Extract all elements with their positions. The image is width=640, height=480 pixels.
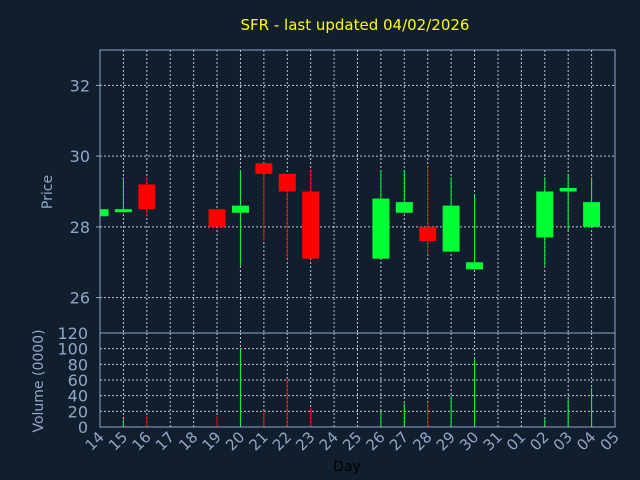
x-axis-label: Day <box>333 459 361 475</box>
price-tick-label: 26 <box>70 289 90 308</box>
candle-body <box>302 191 320 259</box>
candle-body <box>419 226 437 242</box>
x-tick-label: 25 <box>339 428 365 454</box>
price-tick-label: 28 <box>70 218 90 237</box>
candle-body <box>536 191 554 238</box>
x-axis-tick-labels: 1415161718192021222324252627282930310102… <box>82 428 623 454</box>
x-tick-label: 04 <box>573 428 599 454</box>
volume-tick-label: 60 <box>68 371 88 390</box>
candle-body <box>372 198 390 259</box>
x-tick-label: 02 <box>526 428 552 454</box>
volume-tick-label: 120 <box>57 324 88 343</box>
volume-tick-label: 80 <box>68 355 88 374</box>
volume-grid <box>99 333 616 427</box>
candle-body <box>114 209 132 213</box>
x-tick-label: 29 <box>433 428 459 454</box>
x-tick-label: 21 <box>245 428 271 454</box>
candle-body <box>442 205 460 252</box>
x-tick-label: 24 <box>316 428 342 454</box>
x-tick-label: 28 <box>409 428 435 454</box>
x-tick-label: 30 <box>456 428 482 454</box>
candle-body <box>395 202 413 213</box>
candle-body <box>278 173 296 192</box>
candlestick-series <box>99 163 601 270</box>
price-tick-label: 30 <box>70 147 90 166</box>
volume-tick-label: 20 <box>68 402 88 421</box>
volume-axis-label: Volume (0000) <box>31 329 47 432</box>
x-tick-label: 20 <box>222 428 248 454</box>
x-tick-label: 03 <box>550 428 576 454</box>
x-tick-label: 15 <box>105 428 131 454</box>
chart-title: SFR - last updated 04/02/2026 <box>241 16 470 34</box>
x-tick-label: 17 <box>152 428 178 454</box>
x-tick-label: 05 <box>597 428 623 454</box>
price-axis-label: Price <box>40 175 56 209</box>
volume-bar-series <box>122 348 593 427</box>
x-tick-label: 27 <box>386 428 412 454</box>
price-tick-label: 32 <box>70 76 90 95</box>
candle-body <box>466 262 484 270</box>
x-tick-label: 19 <box>199 428 225 454</box>
candle-body <box>231 205 249 213</box>
candle-body <box>255 163 273 174</box>
x-tick-label: 18 <box>175 428 201 454</box>
volume-tick-label: 100 <box>57 340 88 359</box>
x-tick-label: 23 <box>292 428 318 454</box>
candle-body <box>138 184 156 210</box>
x-tick-label: 16 <box>128 428 154 454</box>
x-tick-label: 01 <box>503 428 529 454</box>
x-tick-label: 26 <box>363 428 389 454</box>
x-tick-label: 22 <box>269 428 295 454</box>
candle-body <box>559 187 577 192</box>
candle-body <box>583 202 601 227</box>
volume-tick-label: 0 <box>78 418 88 437</box>
candle-body <box>100 209 109 217</box>
price-axis-ticks: 26 28 30 32 <box>70 76 100 308</box>
x-tick-label: 31 <box>480 428 506 454</box>
candle-body <box>208 209 226 227</box>
volume-tick-label: 40 <box>68 387 88 406</box>
volume-panel-frame <box>99 332 616 428</box>
